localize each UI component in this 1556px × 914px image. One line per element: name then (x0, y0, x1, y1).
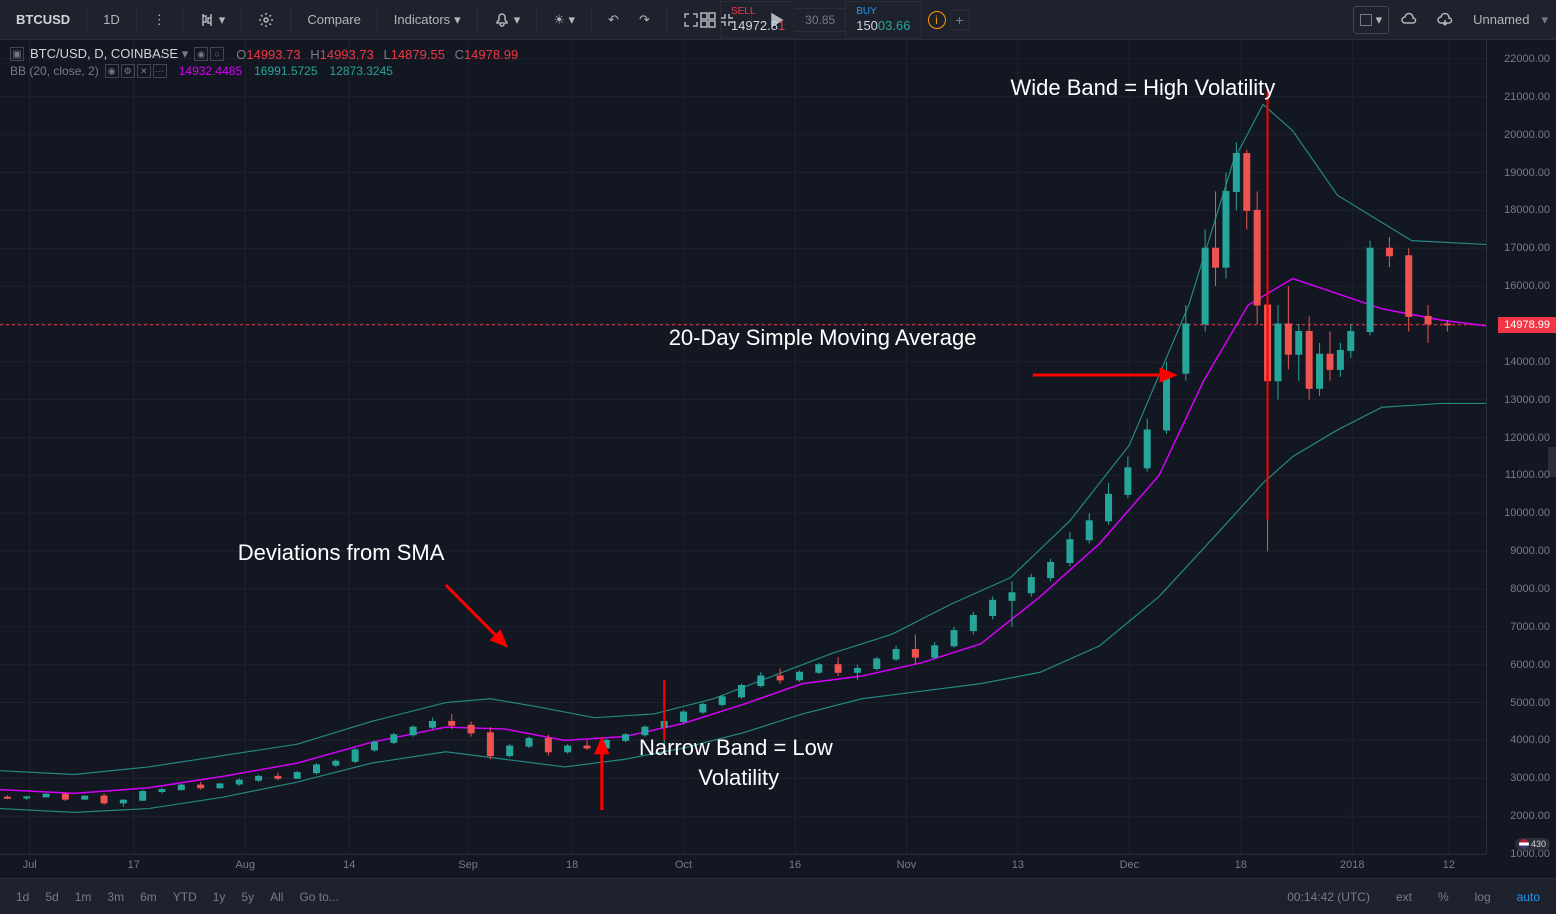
y-tick: 5000.00 (1510, 697, 1550, 709)
range-5d[interactable]: 5d (37, 886, 66, 908)
expand-icon[interactable]: ▣ (10, 47, 24, 61)
svg-text:Deviations from SMA: Deviations from SMA (238, 540, 445, 565)
svg-text:20-Day Simple Moving Average: 20-Day Simple Moving Average (669, 325, 977, 350)
y-tick: 16000.00 (1504, 280, 1550, 292)
y-tick: 12000.00 (1504, 432, 1550, 444)
cloud-load-icon[interactable] (1429, 6, 1461, 34)
interval-menu-icon[interactable]: ⋮ (145, 6, 174, 34)
x-tick: Nov (897, 859, 917, 871)
x-tick: Jul (23, 859, 37, 871)
layout-grid-icon[interactable] (696, 6, 720, 34)
auto-toggle[interactable]: auto (1509, 886, 1548, 908)
y-tick: 21000.00 (1504, 91, 1550, 103)
layout-picker-icon[interactable]: ▾ (1353, 6, 1390, 34)
bb-upper-value: 16991.5725 (254, 64, 317, 78)
chart-legend: ▣ BTC/USD, D, COINBASE ▾ ◉○ O14993.73 H1… (10, 46, 518, 80)
x-tick: 16 (789, 859, 801, 871)
legend-toggle-icon[interactable]: ◉ (194, 47, 208, 61)
legend-close-icon[interactable]: ○ (210, 47, 224, 61)
y-tick: 6000.00 (1510, 659, 1550, 671)
y-tick: 7000.00 (1510, 621, 1550, 633)
x-tick: 14 (343, 859, 355, 871)
sell-button[interactable]: SELL 14972.81 (720, 1, 795, 39)
y-tick: 4000.00 (1510, 734, 1550, 746)
x-tick: 2018 (1340, 859, 1364, 871)
compare-button[interactable]: Compare (299, 6, 368, 34)
x-tick: 18 (566, 859, 578, 871)
indicator-more-icon[interactable]: ⋯ (153, 64, 167, 78)
range-1y[interactable]: 1y (205, 886, 234, 908)
x-tick: 13 (1012, 859, 1024, 871)
y-tick: 2000.00 (1510, 810, 1550, 822)
bottom-bar: 1d5d1m3m6mYTD1y5yAllGo to... 00:14:42 (U… (0, 878, 1556, 914)
range-Go to...[interactable]: Go to... (291, 886, 346, 908)
svg-text:Narrow Band = Low: Narrow Band = Low (639, 735, 833, 760)
info-icon[interactable]: i (927, 11, 945, 29)
indicator-delete-icon[interactable]: ✕ (137, 64, 151, 78)
plot-area[interactable]: Wide Band = High Volatility 20-Day Simple… (0, 40, 1486, 854)
range-YTD[interactable]: YTD (165, 886, 205, 908)
y-tick: 10000.00 (1504, 507, 1550, 519)
percent-toggle[interactable]: % (1430, 886, 1457, 908)
svg-text:Wide Band = High Volatility: Wide Band = High Volatility (1010, 75, 1275, 100)
toolbar: BTCUSD 1D ⋮ ▾ Compare Indicators ▾ ▾ ☀ ▾… (0, 0, 1556, 40)
y-tick: 20000.00 (1504, 129, 1550, 141)
time-display: 00:14:42 (UTC) (1279, 886, 1378, 908)
x-axis[interactable]: Jul 17 Aug 14 Sep 18 Oct 16 Nov 13 Dec 18 2018 12 (0, 854, 1486, 878)
x-tick: 17 (128, 859, 140, 871)
undo-icon[interactable]: ↶ (600, 6, 627, 34)
y-tick: 18000.00 (1504, 204, 1550, 216)
symbol-title[interactable]: BTC/USD, D, COINBASE ▾ (30, 46, 188, 62)
chart-area[interactable]: ▣ BTC/USD, D, COINBASE ▾ ◉○ O14993.73 H1… (0, 40, 1556, 878)
cloud-save-icon[interactable] (1393, 6, 1425, 34)
bb-mid-value: 14932.4485 (179, 64, 242, 78)
log-toggle[interactable]: log (1467, 886, 1499, 908)
sell-buy-widget: SELL 14972.81 30.85 BUY 15003.66 (720, 1, 922, 39)
indicators-button[interactable]: Indicators ▾ (386, 6, 469, 34)
y-tick: 22000.00 (1504, 53, 1550, 65)
svg-text:Volatility: Volatility (698, 765, 779, 790)
y-tick: 17000.00 (1504, 242, 1550, 254)
layout-name[interactable]: Unnamed (1465, 6, 1537, 34)
x-tick: 18 (1235, 859, 1247, 871)
x-tick: Sep (458, 859, 478, 871)
ohlc-readout: O14993.73 H14993.73 L14879.55 C14978.99 (230, 47, 518, 62)
range-6m[interactable]: 6m (132, 886, 165, 908)
y-tick: 9000.00 (1510, 545, 1550, 557)
redo-icon[interactable]: ↷ (631, 6, 658, 34)
range-3m[interactable]: 3m (99, 886, 132, 908)
range-5y[interactable]: 5y (233, 886, 262, 908)
x-tick: Oct (675, 859, 692, 871)
ext-toggle[interactable]: ext (1388, 886, 1420, 908)
y-tick: 8000.00 (1510, 583, 1550, 595)
candle-style-icon[interactable]: ▾ (191, 6, 234, 34)
indicator-name[interactable]: BB (20, close, 2) (10, 64, 99, 78)
x-tick: Aug (235, 859, 255, 871)
buy-button[interactable]: BUY 15003.66 (845, 1, 921, 39)
spread-value: 30.85 (795, 8, 845, 32)
symbol-button[interactable]: BTCUSD (8, 6, 78, 34)
y-tick: 13000.00 (1504, 394, 1550, 406)
x-tick: 12 (1443, 859, 1455, 871)
range-All[interactable]: All (262, 886, 291, 908)
settings-icon[interactable] (250, 6, 282, 34)
add-panel-icon[interactable]: + (949, 10, 969, 30)
y-axis[interactable]: 430 1000.002000.003000.004000.005000.006… (1486, 40, 1556, 854)
alert-icon[interactable]: ▾ (486, 6, 529, 34)
last-price-label: 14978.99 (1498, 317, 1556, 333)
theme-icon[interactable]: ☀ ▾ (545, 6, 583, 34)
countdown-badge: 430 (1515, 838, 1550, 850)
interval-button[interactable]: 1D (95, 6, 128, 34)
range-1m[interactable]: 1m (67, 886, 100, 908)
y-tick: 19000.00 (1504, 167, 1550, 179)
bb-lower-value: 12873.3245 (330, 64, 393, 78)
indicator-eye-icon[interactable]: ◉ (105, 64, 119, 78)
y-tick: 3000.00 (1510, 772, 1550, 784)
y-tick: 14000.00 (1504, 356, 1550, 368)
y-tick: 11000.00 (1505, 469, 1550, 481)
x-tick: Dec (1120, 859, 1140, 871)
indicator-settings-icon[interactable]: ⚙ (121, 64, 135, 78)
range-1d[interactable]: 1d (8, 886, 37, 908)
